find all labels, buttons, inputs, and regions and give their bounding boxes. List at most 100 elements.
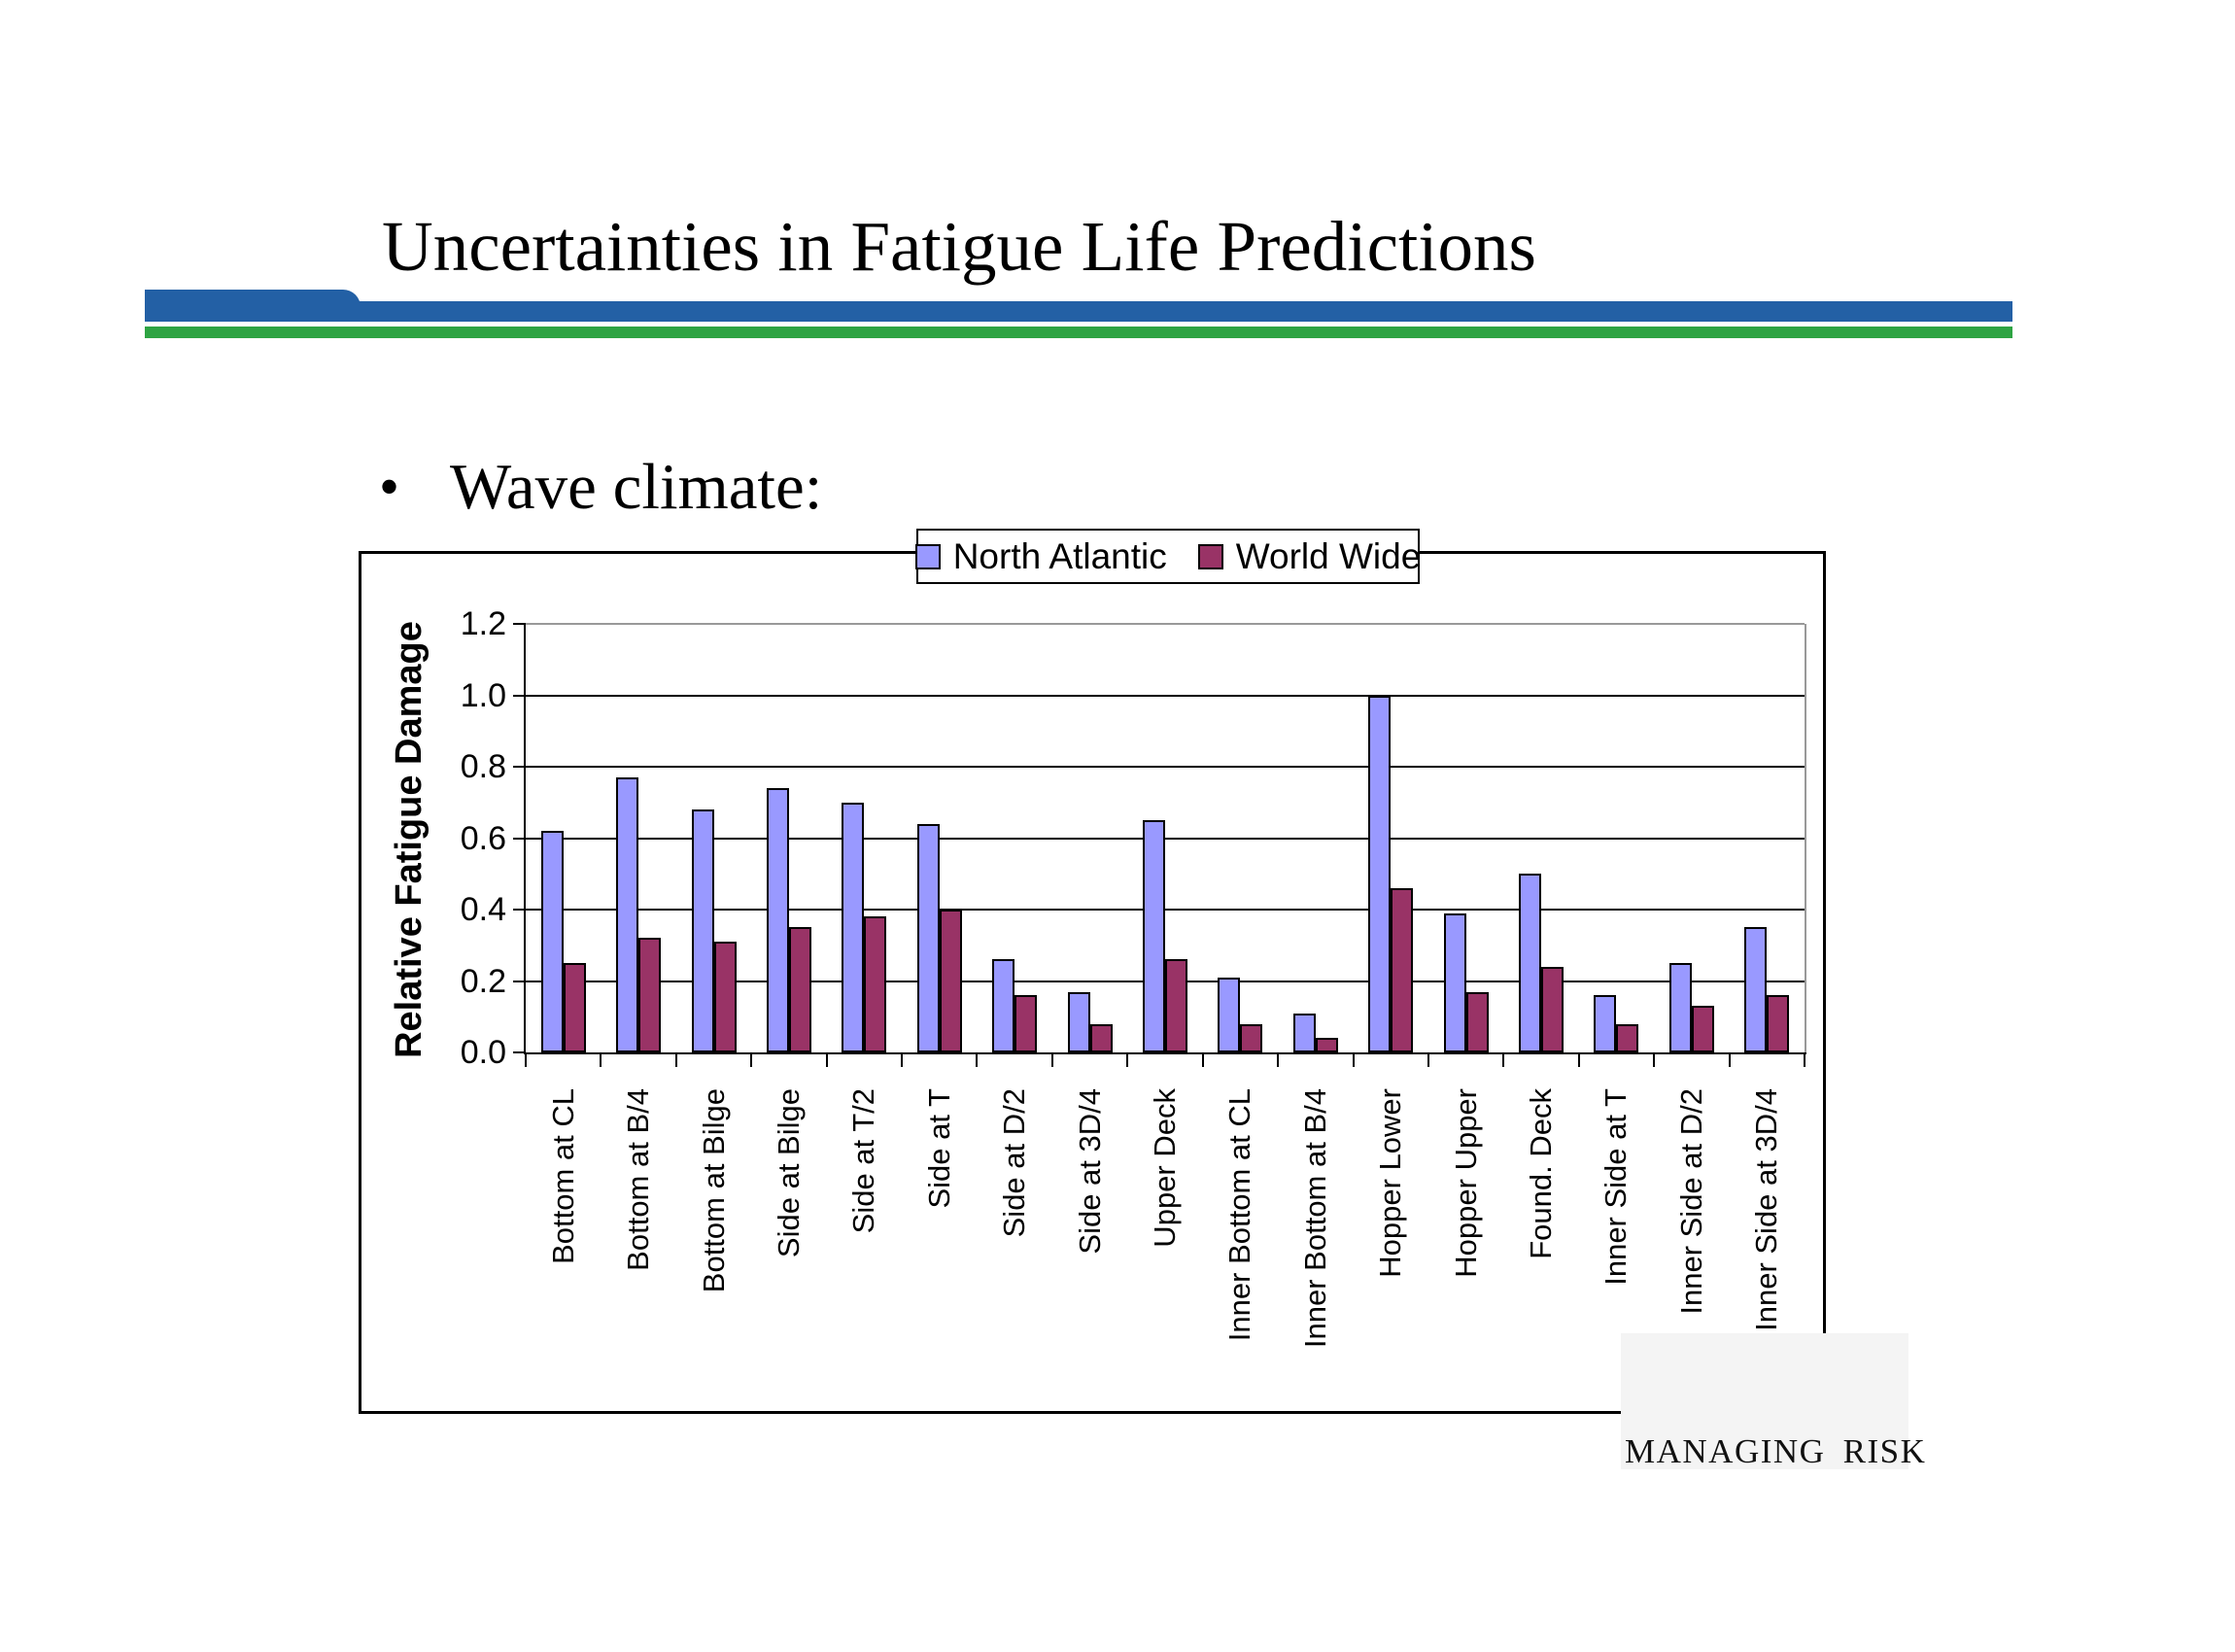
bar-north-atlantic-11 [1292,1013,1316,1052]
x-category-label-7: Side at D/2 [997,1088,1032,1238]
gridline-1.2 [526,623,1805,625]
x-axis-line [524,1052,1806,1054]
x-tick-mark-12 [1427,1052,1429,1067]
bar-world-wide-13 [1465,991,1489,1052]
bar-world-wide-17 [1767,995,1790,1052]
bar-world-wide-7 [1014,995,1038,1052]
x-category-label-16: Inner Side at D/2 [1673,1088,1708,1315]
bar-world-wide-1 [563,963,586,1052]
slide-title: Uncertainties in Fatigue Life Prediction… [382,207,1536,286]
y-tick-label-0.8: 0.8 [460,748,506,785]
bar-north-atlantic-1 [540,831,564,1052]
y-tick-mark-1.2 [513,623,526,625]
x-tick-mark-2 [674,1052,677,1067]
x-tick-mark-15 [1653,1052,1656,1067]
gridline-1.0 [526,694,1805,697]
y-tick-mark-0.0 [513,1051,526,1053]
legend-item-north-atlantic: North Atlantic [914,535,1167,577]
bar-world-wide-2 [638,938,662,1052]
header-accent-tab [145,290,361,322]
bar-world-wide-11 [1315,1038,1338,1052]
x-category-label-10: Inner Bottom at CL [1222,1088,1257,1342]
legend-label-world-wide: World Wide [1235,535,1422,576]
x-tick-mark-16 [1728,1052,1731,1067]
x-tick-mark-8 [1126,1052,1129,1067]
y-tick-label-0.0: 0.0 [460,1034,506,1071]
y-tick-label-1.0: 1.0 [460,676,506,714]
y-tick-mark-0.2 [513,980,526,982]
bar-north-atlantic-5 [842,802,865,1052]
chart-legend: North Atlantic World Wide [914,529,1422,584]
bar-world-wide-5 [864,916,887,1052]
x-category-label-3: Bottom at Bilge [696,1088,731,1293]
x-tick-mark-7 [1050,1052,1053,1067]
bar-north-atlantic-6 [916,823,940,1052]
bar-world-wide-3 [713,942,737,1052]
bar-north-atlantic-13 [1443,912,1466,1052]
x-tick-mark-17 [1804,1052,1805,1067]
y-tick-mark-0.6 [513,837,526,840]
x-tick-mark-14 [1577,1052,1580,1067]
bar-world-wide-12 [1391,887,1414,1052]
x-tick-mark-11 [1352,1052,1355,1067]
gridline-0.6 [526,837,1805,840]
legend-swatch-north-atlantic [914,543,941,569]
x-tick-mark-10 [1277,1052,1280,1067]
x-category-label-14: Found. Deck [1524,1088,1559,1259]
x-category-label-11: Inner Bottom at B/4 [1297,1088,1332,1349]
x-category-label-12: Hopper Lower [1373,1088,1408,1278]
x-category-label-6: Side at T [921,1088,956,1209]
bar-north-atlantic-2 [616,777,639,1052]
x-category-label-13: Hopper Upper [1448,1088,1483,1278]
bar-world-wide-14 [1541,966,1564,1052]
x-tick-mark-9 [1201,1052,1204,1067]
bar-north-atlantic-12 [1368,695,1392,1052]
y-tick-label-0.4: 0.4 [460,891,506,928]
x-tick-mark-4 [825,1052,828,1067]
legend-item-world-wide: World Wide [1197,535,1422,577]
header-accent-bar-green [145,327,2012,338]
x-category-label-15: Inner Side at T [1599,1088,1633,1286]
x-category-label-2: Bottom at B/4 [621,1088,656,1271]
bar-north-atlantic-17 [1744,927,1768,1052]
bar-world-wide-15 [1616,1023,1639,1052]
y-tick-label-0.6: 0.6 [460,819,506,857]
y-tick-label-1.2: 1.2 [460,605,506,642]
footer-logo-text: MANAGING RISK [1625,1432,1927,1470]
x-category-label-5: Side at T/2 [846,1088,881,1234]
x-tick-mark-1 [600,1052,602,1067]
bar-north-atlantic-15 [1594,995,1617,1052]
x-tick-mark-6 [976,1052,979,1067]
x-tick-mark-3 [750,1052,753,1067]
bar-north-atlantic-14 [1519,874,1542,1052]
gridline-0.4 [526,909,1805,911]
logo-watermark [1621,1333,1908,1469]
x-category-label-4: Side at Bilge [771,1088,806,1258]
x-tick-mark-5 [901,1052,904,1067]
x-category-label-1: Bottom at CL [545,1088,580,1264]
legend-label-north-atlantic: North Atlantic [952,535,1167,576]
y-tick-mark-0.8 [513,766,526,768]
bar-world-wide-16 [1691,1006,1714,1052]
x-category-label-8: Side at 3D/4 [1072,1088,1107,1255]
bar-world-wide-8 [1089,1023,1113,1052]
bar-north-atlantic-9 [1143,820,1165,1052]
bar-world-wide-10 [1240,1023,1263,1052]
header-accent-bar-blue [345,301,2012,322]
bar-north-atlantic-7 [992,959,1015,1052]
bar-north-atlantic-16 [1668,963,1692,1052]
x-category-label-17: Inner Side at 3D/4 [1749,1088,1784,1331]
x-category-label-9: Upper Deck [1148,1088,1182,1248]
bullet-text: Wave climate: [450,451,823,523]
bar-north-atlantic-4 [766,788,789,1052]
y-tick-mark-0.4 [513,909,526,911]
bar-world-wide-9 [1165,959,1187,1052]
legend-swatch-world-wide [1197,543,1223,569]
y-axis-line [524,624,526,1054]
bar-north-atlantic-10 [1218,977,1241,1052]
bar-north-atlantic-8 [1067,991,1090,1052]
y-tick-label-0.2: 0.2 [460,962,506,1000]
bullet-row: • Wave climate: [379,455,822,520]
